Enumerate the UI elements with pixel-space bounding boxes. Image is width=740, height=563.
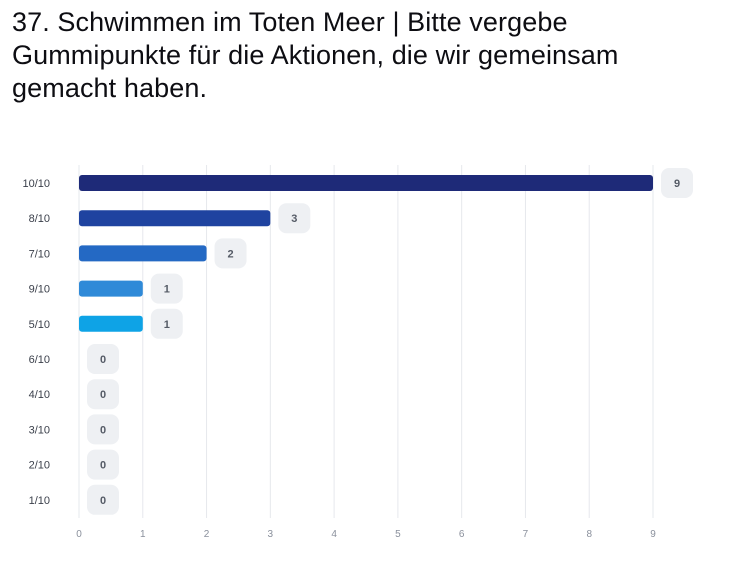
value-labels: 9 3 2 1 1 0 0 0 0 0 <box>87 168 693 515</box>
category-label: 10/10 <box>22 178 50 190</box>
value-label: 9 <box>674 178 680 190</box>
value-label: 0 <box>100 424 106 436</box>
bar <box>79 210 271 227</box>
category-label: 1/10 <box>29 495 50 507</box>
category-label: 7/10 <box>29 248 50 260</box>
value-badge <box>278 203 311 234</box>
x-tick-label: 0 <box>76 529 82 540</box>
x-tick-label: 1 <box>140 529 146 540</box>
chart-title: 37. Schwimmen im Toten Meer | Bitte verg… <box>12 7 619 103</box>
category-label: 6/10 <box>29 354 50 366</box>
value-label: 1 <box>164 284 170 296</box>
value-badge <box>87 414 119 445</box>
x-tick-label: 4 <box>331 529 337 540</box>
bar <box>79 175 653 191</box>
x-tick-label: 9 <box>650 529 656 540</box>
value-badge <box>87 379 119 410</box>
x-tick-label: 8 <box>586 529 592 540</box>
value-label: 0 <box>100 460 106 472</box>
value-badge <box>214 238 247 269</box>
bars <box>79 175 653 332</box>
x-tick-label: 2 <box>204 529 210 540</box>
x-tick-label: 6 <box>459 529 465 540</box>
category-label: 3/10 <box>29 424 50 436</box>
bar <box>79 315 143 332</box>
value-badge <box>661 168 693 198</box>
value-label: 2 <box>227 248 233 260</box>
value-label: 0 <box>100 495 106 507</box>
category-label: 4/10 <box>29 389 50 401</box>
category-label: 5/10 <box>29 319 50 331</box>
value-badge <box>150 308 183 339</box>
category-labels: 10/10 8/10 7/10 9/10 5/10 6/10 4/10 3/10 2/10 1/1… <box>22 178 50 507</box>
x-tick-label: 3 <box>268 529 274 540</box>
x-tick-label: 5 <box>395 529 401 540</box>
value-badge <box>87 484 119 515</box>
value-label: 3 <box>291 213 297 225</box>
category-label: 2/10 <box>29 460 50 472</box>
bar <box>79 245 207 262</box>
value-label: 0 <box>100 354 106 366</box>
value-badge <box>150 273 183 304</box>
value-label: 1 <box>164 319 170 331</box>
x-tick-labels: 0 1 2 3 4 5 6 7 8 9 <box>76 529 656 540</box>
category-label: 8/10 <box>29 213 50 225</box>
category-label: 9/10 <box>29 284 50 296</box>
value-badge <box>87 449 119 480</box>
bar <box>79 280 143 297</box>
value-badge <box>87 344 119 374</box>
x-tick-label: 7 <box>523 529 529 540</box>
value-label: 0 <box>100 389 106 401</box>
